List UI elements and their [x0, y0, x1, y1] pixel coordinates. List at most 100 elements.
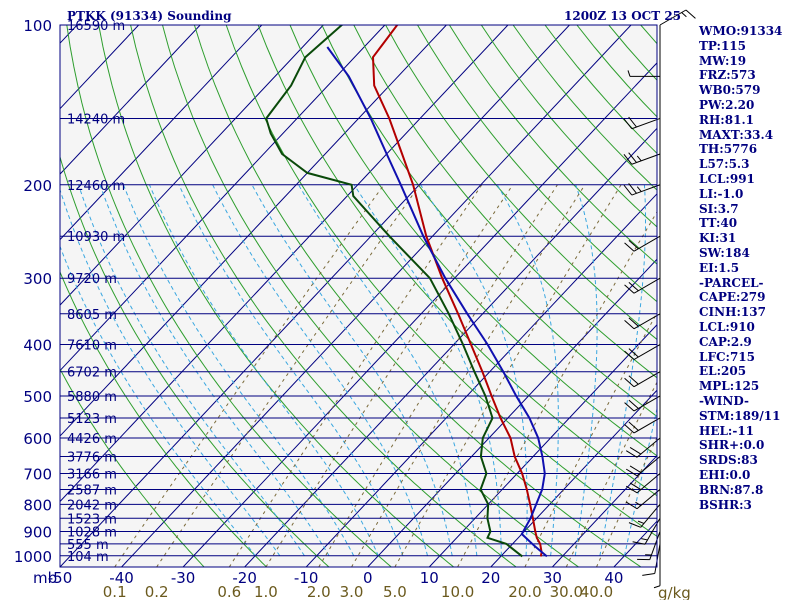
- mixing-ratio-line: [228, 184, 483, 567]
- mixing-ratio-label: 0.6: [217, 583, 241, 600]
- pressure-tick-label: 1000: [14, 548, 52, 566]
- index-line: EL:205: [699, 364, 747, 379]
- wind-barb: [659, 9, 696, 26]
- mixing-ratio-unit-label: g/kg: [658, 584, 691, 600]
- wind-barb: [624, 395, 661, 412]
- moist-adiabat: [149, 184, 379, 556]
- index-line: L57:5.3: [699, 157, 750, 172]
- mixing-ratio-line: [565, 381, 657, 567]
- wind-barb-half-flag: [637, 520, 645, 524]
- mixing-ratio-label: 2.0: [307, 583, 331, 600]
- isotherm: [60, 25, 201, 175]
- mixing-ratio-line: [457, 210, 657, 567]
- wind-barb: [624, 277, 661, 294]
- height-label: 1028 m: [67, 525, 117, 540]
- wind-barb-flag: [628, 281, 639, 292]
- index-line: FRZ:573: [699, 68, 756, 83]
- wind-barb-half-flag: [636, 155, 642, 162]
- index-line: HEL:-11: [699, 423, 755, 438]
- moist-adiabat: [353, 184, 502, 556]
- wind-barb-flag: [629, 482, 642, 491]
- temperature-tick-label: 40: [604, 569, 623, 587]
- wind-barb-flag: [685, 9, 696, 19]
- mixing-ratio-label: 20.0: [508, 583, 541, 600]
- wind-barb-flag: [628, 239, 639, 250]
- wind-barb: [627, 70, 660, 77]
- index-line: -PARCEL-: [699, 275, 764, 290]
- height-label: 3166 m: [67, 468, 117, 483]
- isotherm: [552, 454, 657, 567]
- dry-adiabat: [66, 25, 392, 567]
- height-label: 8605 m: [67, 308, 117, 323]
- dry-adiabat: [193, 25, 642, 567]
- wind-barb-flag: [624, 377, 635, 388]
- wind-barb: [623, 152, 661, 165]
- mixing-ratio-axis: 0.1 0.2 0.6 1.0 2.0 3.0 5.0 10.0 20.0 30.040.0: [103, 583, 613, 600]
- dewpoint-profile: [265, 25, 523, 558]
- temperature-tick-label: 10: [420, 569, 439, 587]
- wind-barb: [637, 531, 661, 561]
- index-line: CINH:137: [699, 305, 766, 320]
- dry-adiabat: [417, 25, 657, 303]
- index-line: KI:31: [699, 231, 737, 246]
- wind-barb-half-flag: [636, 186, 642, 192]
- temperature-tick-label: -40: [109, 569, 134, 587]
- temperature-profile: [371, 25, 543, 557]
- temperature-tick-label: -20: [232, 569, 257, 587]
- wind-barb-flag: [628, 399, 639, 409]
- wind-barb-flag: [624, 424, 635, 434]
- moist-adiabat: [78, 184, 305, 557]
- mixing-ratio-line: [114, 184, 385, 567]
- mixing-ratio-label: 0.2: [145, 583, 169, 600]
- wind-barb-flag: [632, 541, 646, 545]
- wind-barb-flag: [628, 348, 639, 358]
- dry-adiabat: [60, 367, 205, 567]
- sounding-profiles: [265, 25, 548, 558]
- wind-barb-flag: [628, 522, 641, 528]
- height-label: 555 m: [67, 538, 109, 553]
- index-line: BSHR:3: [699, 497, 752, 512]
- height-label: 2587 m: [67, 483, 117, 498]
- isotherm: [60, 25, 263, 241]
- wind-barb-flag: [623, 184, 633, 196]
- wind-barb-flag: [628, 183, 637, 194]
- wind-barb-flag: [624, 402, 635, 412]
- temperature-axis: -50 -40 -30 -20 -10 0 10 20 30 40: [48, 569, 624, 587]
- wind-barb-flag: [628, 421, 639, 431]
- index-line: PW:2.20: [699, 97, 755, 112]
- pressure-tick-label: 500: [23, 388, 52, 406]
- wind-barb-half-flag: [681, 12, 687, 18]
- isotherm: [60, 25, 447, 437]
- wind-barb-flag: [642, 572, 655, 576]
- wind-barb-flag: [624, 242, 635, 252]
- index-line: LI:-1.0: [699, 186, 744, 201]
- wind-barb-flag: [625, 468, 638, 477]
- wind-barb-shaft: [636, 489, 661, 510]
- isotherm: [244, 127, 657, 567]
- dry-adiabat: [60, 270, 267, 567]
- index-line: LFC:715: [699, 349, 755, 364]
- mixing-ratio-label: 0.1: [103, 583, 127, 600]
- wind-barb: [624, 417, 661, 434]
- index-line: TT:40: [699, 216, 738, 231]
- index-line: WB0:579: [699, 83, 761, 98]
- dry-adiabat: [98, 25, 455, 567]
- wind-barb-half-flag: [635, 501, 642, 506]
- mixing-ratio-label: 1.0: [254, 583, 278, 600]
- isotherm: [428, 324, 657, 567]
- height-label: 14240 m: [67, 112, 125, 127]
- wind-barb-half-flag: [627, 70, 631, 77]
- mixing-ratio-line: [351, 184, 586, 567]
- dry-adiabat: [385, 25, 657, 341]
- wind-barb-flag: [628, 375, 639, 385]
- isotherm: [490, 389, 657, 567]
- index-line: CAPE:279: [699, 290, 766, 305]
- dry-adiabat: [448, 25, 657, 265]
- height-label: 5880 m: [67, 390, 117, 405]
- wind-barb: [623, 183, 661, 196]
- index-line: TP:115: [699, 38, 747, 53]
- height-label: 1523 m: [67, 512, 117, 527]
- pressure-tick-label: 600: [23, 430, 52, 448]
- wind-barb: [625, 473, 661, 494]
